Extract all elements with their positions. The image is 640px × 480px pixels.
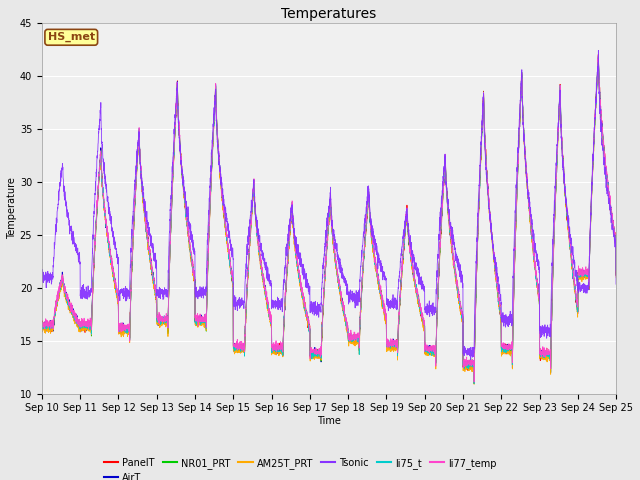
Y-axis label: Temperature: Temperature bbox=[7, 178, 17, 240]
X-axis label: Time: Time bbox=[317, 416, 341, 426]
Title: Temperatures: Temperatures bbox=[282, 7, 376, 21]
Text: HS_met: HS_met bbox=[48, 32, 95, 42]
Legend: PanelT, AirT, NR01_PRT, AM25T_PRT, Tsonic, li75_t, li77_temp: PanelT, AirT, NR01_PRT, AM25T_PRT, Tsoni… bbox=[100, 454, 500, 480]
